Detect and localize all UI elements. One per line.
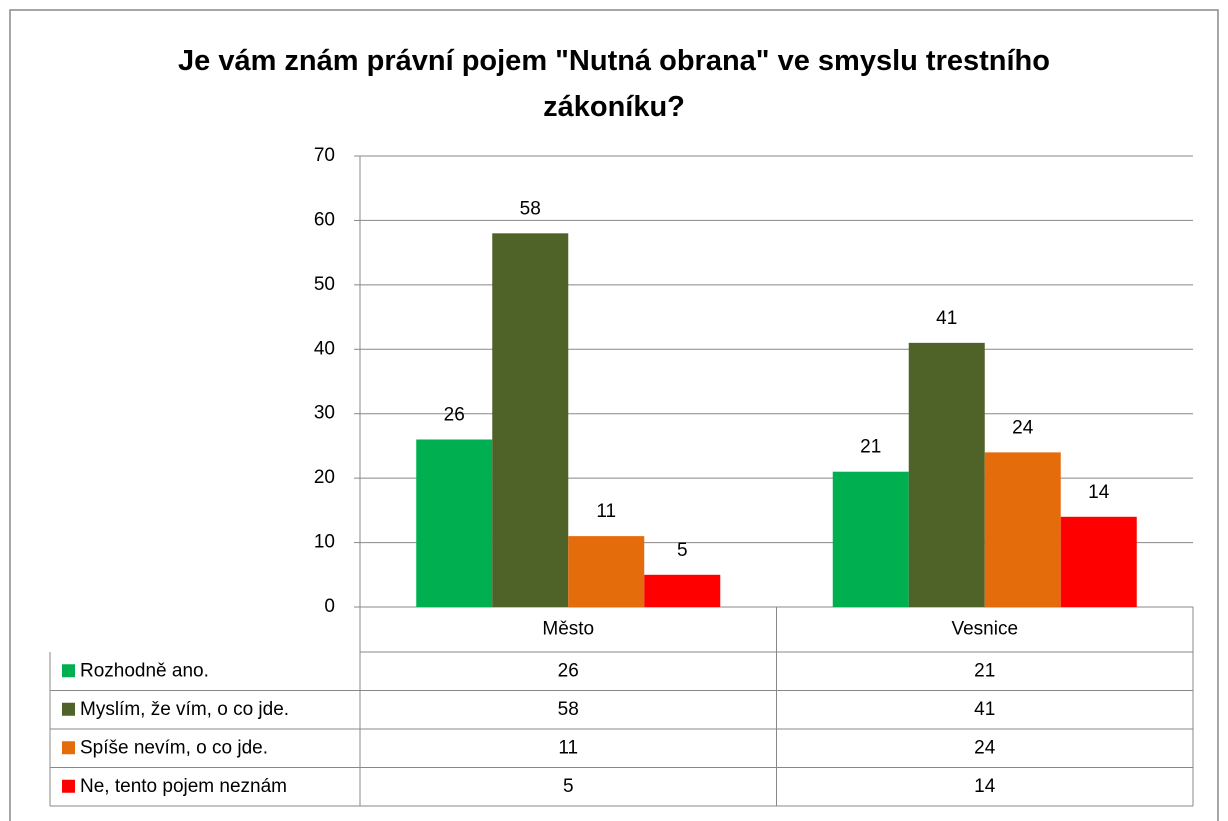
table-cell: 11 xyxy=(558,737,578,758)
data-label: 21 xyxy=(860,437,881,458)
bar xyxy=(644,574,721,607)
data-label: 58 xyxy=(520,198,541,219)
y-tick-label: 10 xyxy=(314,532,335,553)
y-tick-label: 40 xyxy=(314,338,335,359)
table-cell: 41 xyxy=(974,699,995,720)
x-tick-label: Město xyxy=(542,619,594,640)
data-label: 5 xyxy=(677,540,688,561)
chart-title: Je vám znám právní pojem "Nutná obrana" … xyxy=(178,45,1050,123)
y-tick-label: 70 xyxy=(314,145,335,166)
legend-label: Rozhodně ano. xyxy=(80,660,209,681)
data-label: 41 xyxy=(936,308,957,329)
table-cell: 58 xyxy=(558,699,579,720)
bar xyxy=(492,233,569,608)
legend-label: Myslím, že vím, o co jde. xyxy=(80,699,289,720)
data-label: 11 xyxy=(596,501,616,522)
chart-border xyxy=(9,9,1219,821)
table-cell: 21 xyxy=(974,660,995,681)
bar xyxy=(832,471,909,607)
y-tick-label: 30 xyxy=(314,403,335,424)
legend-swatch xyxy=(62,664,75,678)
data-label: 14 xyxy=(1088,482,1110,503)
bar xyxy=(984,452,1061,607)
legend-swatch xyxy=(62,779,75,793)
bar xyxy=(568,536,645,607)
table-cell: 14 xyxy=(974,776,996,797)
table-cell: 26 xyxy=(558,660,579,681)
y-tick-label: 50 xyxy=(314,274,335,295)
data-label: 26 xyxy=(444,405,465,426)
bar xyxy=(1060,516,1137,607)
legend-label: Ne, tento pojem neznám xyxy=(80,776,287,797)
y-tick-label: 60 xyxy=(314,209,335,230)
bar xyxy=(416,439,493,607)
x-tick-label: Vesnice xyxy=(951,619,1018,640)
y-tick-label: 0 xyxy=(324,596,335,617)
table-cell: 5 xyxy=(563,776,574,797)
legend-label: Spíše nevím, o co jde. xyxy=(80,737,268,758)
y-tick-label: 20 xyxy=(314,467,335,488)
table-cell: 24 xyxy=(974,737,996,758)
legend-swatch xyxy=(62,702,75,716)
data-label: 24 xyxy=(1012,417,1034,438)
legend-swatch xyxy=(62,741,75,755)
bar xyxy=(908,342,985,607)
